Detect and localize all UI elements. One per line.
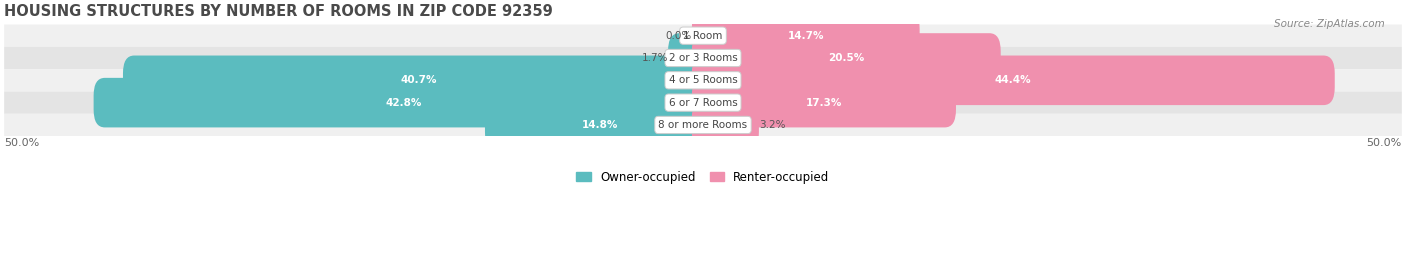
FancyBboxPatch shape	[668, 33, 714, 83]
FancyBboxPatch shape	[122, 55, 714, 105]
FancyBboxPatch shape	[692, 11, 920, 61]
Text: 42.8%: 42.8%	[385, 98, 422, 108]
Text: 0.0%: 0.0%	[665, 31, 692, 41]
Text: HOUSING STRUCTURES BY NUMBER OF ROOMS IN ZIP CODE 92359: HOUSING STRUCTURES BY NUMBER OF ROOMS IN…	[4, 4, 553, 19]
Text: 44.4%: 44.4%	[995, 75, 1032, 85]
FancyBboxPatch shape	[485, 100, 714, 150]
Text: 50.0%: 50.0%	[4, 138, 39, 148]
Text: 8 or more Rooms: 8 or more Rooms	[658, 120, 748, 130]
FancyBboxPatch shape	[692, 78, 956, 128]
Text: 14.7%: 14.7%	[787, 31, 824, 41]
FancyBboxPatch shape	[4, 47, 1402, 69]
FancyBboxPatch shape	[4, 69, 1402, 91]
FancyBboxPatch shape	[4, 91, 1402, 114]
FancyBboxPatch shape	[692, 100, 759, 150]
FancyBboxPatch shape	[94, 78, 714, 128]
FancyBboxPatch shape	[4, 114, 1402, 136]
Text: 2 or 3 Rooms: 2 or 3 Rooms	[669, 53, 737, 63]
Text: 1.7%: 1.7%	[641, 53, 668, 63]
FancyBboxPatch shape	[692, 55, 1334, 105]
Text: 1 Room: 1 Room	[683, 31, 723, 41]
Text: 40.7%: 40.7%	[401, 75, 437, 85]
FancyBboxPatch shape	[692, 33, 1001, 83]
Text: 3.2%: 3.2%	[759, 120, 786, 130]
Text: 20.5%: 20.5%	[828, 53, 865, 63]
Text: 14.8%: 14.8%	[582, 120, 617, 130]
Text: 50.0%: 50.0%	[1367, 138, 1402, 148]
Legend: Owner-occupied, Renter-occupied: Owner-occupied, Renter-occupied	[572, 166, 834, 188]
Text: Source: ZipAtlas.com: Source: ZipAtlas.com	[1274, 19, 1385, 29]
Text: 17.3%: 17.3%	[806, 98, 842, 108]
Text: 6 or 7 Rooms: 6 or 7 Rooms	[669, 98, 737, 108]
Text: 4 or 5 Rooms: 4 or 5 Rooms	[669, 75, 737, 85]
FancyBboxPatch shape	[4, 24, 1402, 47]
